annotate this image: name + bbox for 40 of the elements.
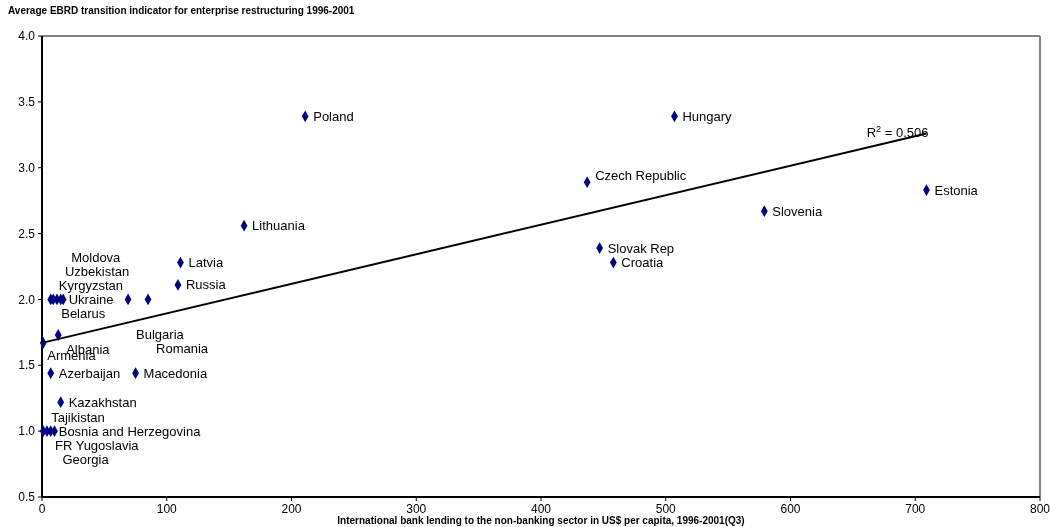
data-label: Bulgaria [136,326,185,342]
data-label: Russia [185,277,227,293]
chart-title: Average EBRD transition indicator for enterprise restructuring 1996-2001 [8,5,355,16]
data-label: Slovenia [772,203,823,219]
annotation: R$^{2}$ = 0.506 [866,124,929,141]
x-tick-label: 500 [655,501,677,516]
data-label: Czech Republic [595,167,687,183]
x-tick-label: 800 [1029,501,1050,516]
y-tick-label: 3.5 [18,95,36,110]
data-label: Azerbaijan [58,365,121,381]
data-label: Moldova [71,249,122,265]
data-label: Tajikistan [51,409,105,425]
data-label: Belarus [61,305,106,321]
x-tick-label: 200 [281,501,302,516]
y-tick-label: 1.5 [18,358,36,373]
data-label: Croatia [621,255,665,271]
data-label: Hungary [682,108,733,124]
data-label: Uzbekistan [64,263,130,279]
data-label: Kyrgyzstan [58,277,124,293]
x-tick-label: 400 [530,501,552,516]
y-tick-label: 4.0 [18,29,36,44]
x-tick-label: 0 [38,501,46,516]
data-label: Kazakhstan [68,394,137,410]
data-label: Lithuania [252,218,306,234]
x-tick-label: 300 [406,501,427,516]
x-tick-label: 700 [905,501,926,516]
data-label: FR Yugoslavia [54,437,140,453]
y-tick-label: 2.0 [18,292,36,307]
data-label: Macedonia [143,365,208,381]
y-tick-label: 0.5 [18,490,36,505]
y-tick-label: 1.0 [18,424,36,439]
data-label: Estonia [934,182,979,198]
data-label: Latvia [188,255,224,271]
x-tick-label: 100 [156,501,178,516]
y-tick-label: 2.5 [18,226,36,241]
y-tick-label: 3.0 [18,160,36,175]
x-axis-title: International bank lending to the non-banking sector in US$ per capita, 1996-2001(Q3) [337,515,745,526]
data-label: Slovak Rep [607,240,675,256]
x-tick-label: 600 [780,501,801,516]
data-label: Poland [313,108,354,124]
